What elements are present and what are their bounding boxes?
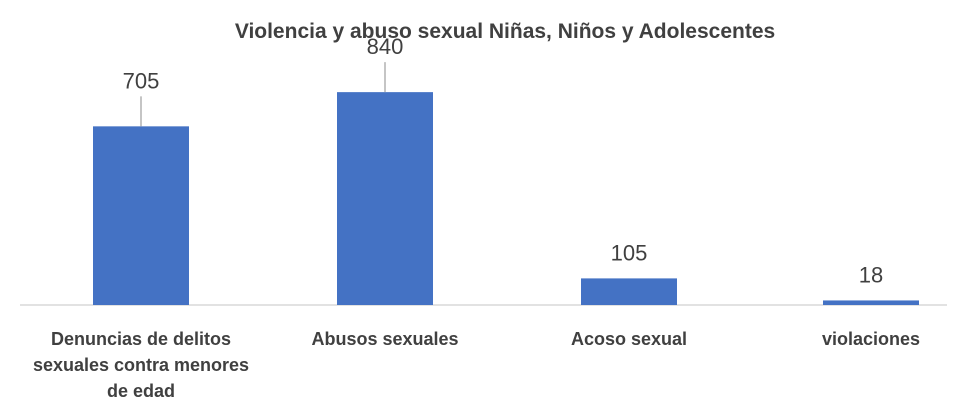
category-label-2-line-0: Acoso sexual	[571, 329, 687, 349]
bar-0	[93, 126, 189, 305]
category-label-1-line-0: Abusos sexuales	[311, 329, 458, 349]
bar-3	[823, 300, 919, 305]
bar-2	[581, 278, 677, 305]
chart-title: Violencia y abuso sexual Niñas, Niños y …	[235, 20, 775, 43]
category-label-0-line-0: Denuncias de delitos	[51, 329, 231, 349]
category-labels-group: Denuncias de delitos sexuales contra meno…	[33, 329, 920, 401]
bar-1	[337, 92, 433, 306]
data-label-0: 705	[123, 68, 160, 93]
category-label-0-line-2: de edad	[107, 381, 175, 401]
category-label-0-line-1: sexuales contra menores	[33, 355, 249, 375]
data-label-1: 840	[367, 34, 404, 59]
category-label-3-line-0: violaciones	[822, 329, 920, 349]
data-label-2: 105	[611, 240, 648, 265]
data-label-3: 18	[859, 262, 883, 287]
bars-group	[93, 92, 919, 306]
data-labels-group: 705 840 105 18	[123, 34, 884, 287]
